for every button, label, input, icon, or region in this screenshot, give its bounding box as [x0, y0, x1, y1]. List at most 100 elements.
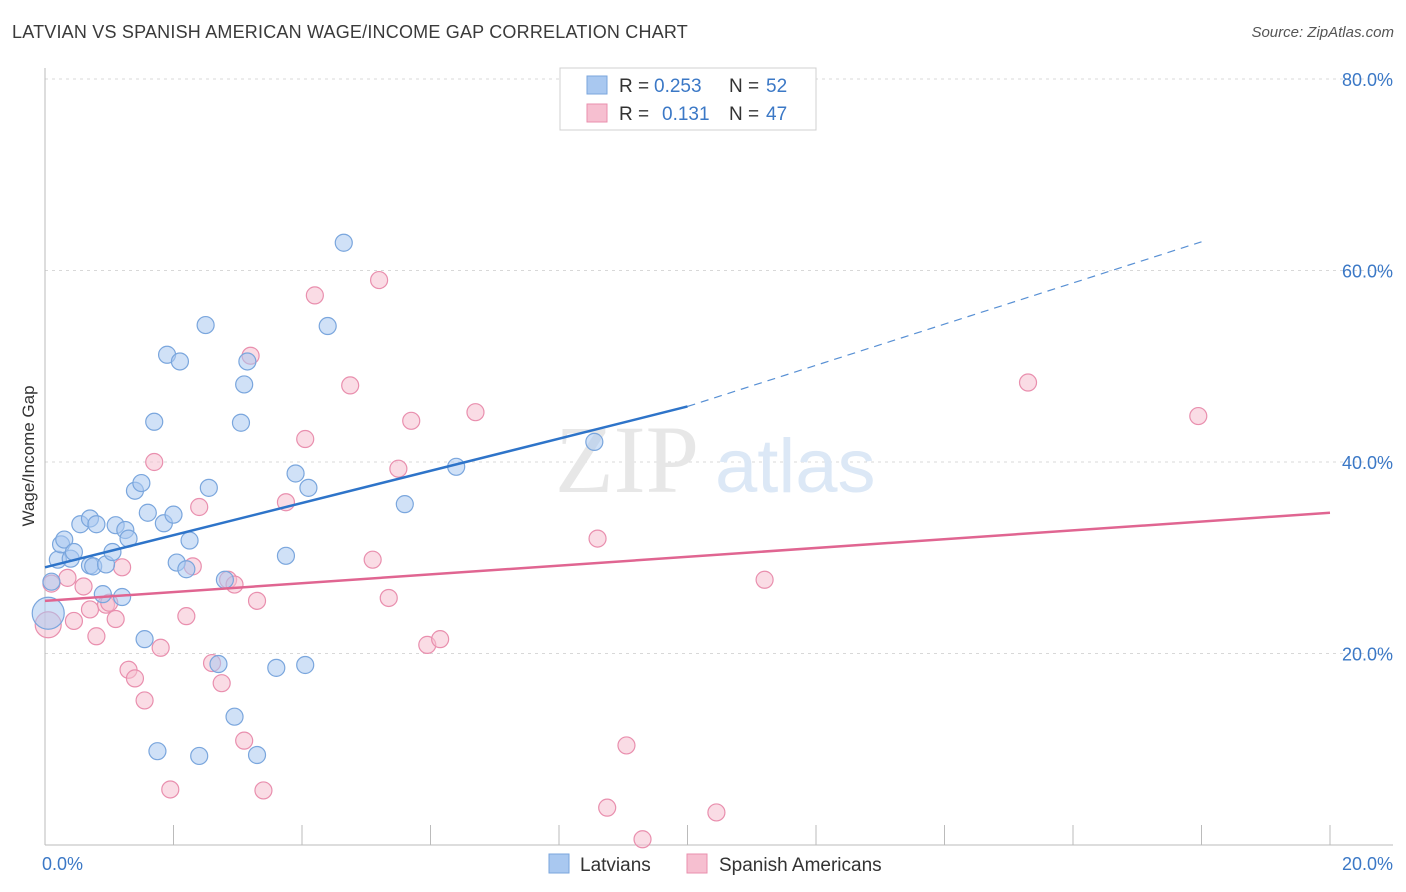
legend-r-label-2: R = — [619, 104, 649, 125]
point-latvians-45 — [296, 655, 315, 675]
series-latvians-points — [31, 233, 604, 766]
bottom-legend-swatch-spanish-americans — [686, 853, 708, 874]
chart-title: LATVIAN VS SPANISH AMERICAN WAGE/INCOME … — [12, 22, 688, 42]
point-latvians-38 — [231, 413, 251, 432]
point-latvians-1 — [42, 572, 61, 591]
legend-r-value-2: 0.131 — [662, 104, 710, 125]
bottom-legend: Latvians Spanish Americans — [548, 853, 882, 876]
legend-n-label-1: N = — [729, 76, 759, 97]
point-latvians-43 — [276, 546, 296, 565]
point-spanish-americans-31 — [341, 376, 360, 395]
point-latvians-37 — [225, 707, 244, 726]
point-spanish-americans-3 — [64, 611, 84, 631]
legend-box: R = 0.253 N = 52 R = 0.131 N = 47 — [559, 67, 817, 131]
y-tick-label-2: 60.0% — [1342, 262, 1393, 282]
point-spanish-americans-26 — [247, 591, 267, 610]
watermark-zip: ZIP — [555, 406, 699, 513]
point-latvians-41 — [247, 745, 267, 765]
y-tick-label-0: 20.0% — [1342, 645, 1393, 665]
legend-n-label-2: N = — [729, 104, 759, 125]
bottom-legend-swatch-latvians — [548, 853, 570, 874]
legend-r-label-1: R = — [619, 76, 649, 97]
point-spanish-americans-33 — [370, 270, 389, 290]
point-latvians-49 — [395, 495, 414, 514]
point-latvians-12 — [93, 585, 112, 604]
point-spanish-americans-24 — [235, 731, 254, 750]
trend-line-latvians — [44, 405, 688, 569]
series-spanish-americans-points — [34, 270, 1208, 849]
bottom-legend-label-latvians: Latvians — [580, 855, 651, 876]
point-spanish-americans-12 — [125, 669, 145, 688]
point-spanish-americans-5 — [80, 600, 100, 619]
point-latvians-24 — [148, 742, 167, 761]
point-latvians-20 — [132, 473, 151, 493]
legend-r-value-1: 0.253 — [654, 76, 702, 97]
point-latvians-44 — [286, 464, 305, 483]
point-latvians-46 — [299, 478, 318, 497]
point-spanish-americans-44 — [707, 803, 726, 822]
watermark-atlas: atlas — [715, 424, 876, 509]
point-spanish-americans-42 — [617, 736, 636, 755]
point-latvians-22 — [138, 503, 157, 522]
point-spanish-americans-30 — [305, 286, 324, 305]
point-spanish-americans-2 — [58, 568, 77, 587]
point-spanish-americans-15 — [151, 638, 170, 657]
point-latvians-35 — [209, 654, 228, 674]
point-spanish-americans-41 — [598, 798, 617, 817]
legend-swatch-latvians — [586, 75, 608, 95]
point-latvians-4 — [55, 530, 74, 549]
point-spanish-americans-19 — [190, 497, 209, 517]
point-spanish-americans-21 — [212, 674, 231, 693]
trend-line-spanish-americans — [44, 511, 1331, 603]
point-latvians-21 — [135, 630, 154, 649]
point-spanish-americans-36 — [402, 411, 421, 430]
point-spanish-americans-6 — [87, 627, 106, 646]
point-latvians-34 — [199, 478, 218, 497]
point-latvians-51 — [585, 432, 604, 451]
point-latvians-40 — [238, 352, 257, 371]
point-spanish-americans-32 — [363, 550, 382, 569]
point-latvians-42 — [267, 658, 286, 677]
y-axis-label: Wage/Income Gap — [19, 385, 38, 526]
point-spanish-americans-47 — [1189, 406, 1208, 426]
point-spanish-americans-43 — [633, 830, 652, 849]
point-latvians-27 — [164, 505, 183, 524]
point-latvians-36 — [215, 570, 234, 589]
point-spanish-americans-35 — [389, 459, 408, 478]
point-latvians-0 — [31, 596, 65, 630]
point-spanish-americans-9 — [106, 609, 125, 629]
point-spanish-americans-27 — [254, 781, 273, 800]
point-latvians-30 — [177, 560, 196, 579]
point-latvians-39 — [235, 375, 254, 394]
x-tick-label-1: 20.0% — [1342, 854, 1393, 874]
source-label: Source: ZipAtlas.com — [1251, 24, 1394, 41]
x-tick-label-0: 0.0% — [42, 854, 83, 874]
point-latvians-11 — [87, 515, 106, 534]
point-latvians-31 — [180, 531, 199, 550]
point-spanish-americans-34 — [379, 588, 398, 608]
point-spanish-americans-10 — [112, 558, 132, 577]
point-latvians-29 — [170, 352, 190, 371]
point-spanish-americans-13 — [135, 691, 154, 710]
bottom-legend-label-spanish-americans: Spanish Americans — [719, 855, 882, 876]
point-spanish-americans-46 — [1018, 373, 1038, 392]
point-spanish-americans-17 — [177, 607, 196, 626]
point-spanish-americans-29 — [296, 429, 315, 449]
legend-n-value-2: 47 — [766, 104, 787, 125]
y-tick-label-3: 80.0% — [1342, 70, 1393, 90]
point-spanish-americans-38 — [431, 630, 450, 649]
legend-swatch-spanish-americans — [586, 103, 608, 123]
y-tick-labels: 20.0% 40.0% 60.0% 80.0% — [1342, 70, 1393, 665]
y-tick-label-1: 40.0% — [1342, 453, 1393, 473]
point-latvians-32 — [190, 746, 209, 766]
axes — [44, 68, 1393, 846]
trend-lines — [44, 241, 1331, 603]
point-spanish-americans-4 — [74, 577, 93, 596]
point-spanish-americans-40 — [588, 529, 607, 548]
point-spanish-americans-39 — [466, 403, 485, 422]
trend-line-latvians-extension — [687, 241, 1202, 408]
point-latvians-47 — [318, 316, 337, 336]
point-latvians-23 — [145, 412, 164, 431]
point-spanish-americans-14 — [145, 452, 164, 472]
